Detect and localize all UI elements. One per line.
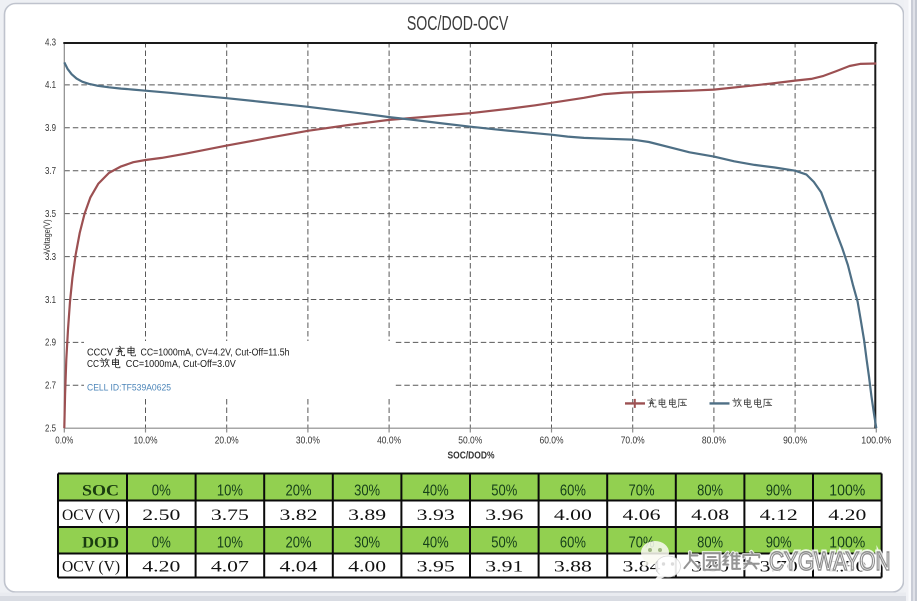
svg-text:20%: 20% bbox=[286, 535, 312, 552]
svg-text:2.5: 2.5 bbox=[45, 423, 56, 435]
svg-text:4.06: 4.06 bbox=[623, 507, 661, 524]
svg-text:3.93: 3.93 bbox=[417, 507, 455, 524]
svg-text:20.0%: 20.0% bbox=[215, 435, 239, 447]
svg-text:SOC/DOD%: SOC/DOD% bbox=[448, 450, 496, 462]
svg-text:CC=1000mA, CV=4.2V, Cut-Off=11: CC=1000mA, CV=4.2V, Cut-Off=11.5h bbox=[141, 348, 290, 359]
svg-text:30%: 30% bbox=[354, 535, 380, 552]
svg-text:100%: 100% bbox=[829, 535, 865, 552]
svg-text:OCV (V): OCV (V) bbox=[62, 559, 120, 576]
svg-text:50%: 50% bbox=[491, 483, 517, 500]
svg-text:3.88: 3.88 bbox=[554, 559, 592, 576]
svg-text:2.50: 2.50 bbox=[828, 559, 866, 576]
svg-text:60.0%: 60.0% bbox=[540, 435, 564, 447]
svg-text:3.75: 3.75 bbox=[211, 507, 249, 524]
svg-text:Voltage(V): Voltage(V) bbox=[42, 220, 53, 254]
svg-text:30.0%: 30.0% bbox=[296, 435, 320, 447]
svg-text:CYGWAYON: CYGWAYON bbox=[769, 546, 891, 576]
svg-text:10%: 10% bbox=[217, 535, 243, 552]
svg-text:100.0%: 100.0% bbox=[861, 435, 891, 447]
svg-text:3.3: 3.3 bbox=[45, 251, 56, 263]
svg-text:100%: 100% bbox=[829, 483, 865, 500]
svg-text:3.70: 3.70 bbox=[760, 559, 798, 576]
svg-text:CCCV: CCCV bbox=[87, 348, 113, 359]
svg-text:CYGWAYON: CYGWAYON bbox=[769, 546, 891, 576]
svg-text:90%: 90% bbox=[766, 483, 792, 500]
svg-text:3.96: 3.96 bbox=[485, 507, 523, 524]
svg-text:3.5: 3.5 bbox=[45, 208, 56, 220]
svg-text:4.00: 4.00 bbox=[554, 507, 592, 524]
svg-text:80%: 80% bbox=[697, 535, 723, 552]
svg-text:4.3: 4.3 bbox=[45, 36, 56, 48]
svg-text:SOC: SOC bbox=[82, 483, 119, 500]
svg-text:90%: 90% bbox=[766, 535, 792, 552]
svg-text:CC=1000mA, Cut-Off=3.0V: CC=1000mA, Cut-Off=3.0V bbox=[126, 359, 236, 370]
svg-text:2.9: 2.9 bbox=[45, 337, 56, 349]
svg-text:0%: 0% bbox=[152, 535, 171, 552]
svg-text:3.91: 3.91 bbox=[485, 559, 523, 576]
svg-text:20%: 20% bbox=[286, 483, 312, 500]
svg-text:4.20: 4.20 bbox=[828, 507, 866, 524]
svg-text:2.50: 2.50 bbox=[142, 507, 180, 524]
svg-text:3.82: 3.82 bbox=[280, 507, 318, 524]
svg-text:50%: 50% bbox=[491, 535, 517, 552]
svg-text:DOD: DOD bbox=[82, 535, 119, 552]
svg-text:90.0%: 90.0% bbox=[783, 435, 807, 447]
svg-text:0%: 0% bbox=[152, 483, 171, 500]
svg-text:80%: 80% bbox=[697, 483, 723, 500]
svg-text:3.9: 3.9 bbox=[45, 122, 56, 134]
svg-text:70%: 70% bbox=[629, 483, 655, 500]
svg-text:3.89: 3.89 bbox=[348, 507, 386, 524]
svg-text:SOC/DOD-OCV: SOC/DOD-OCV bbox=[407, 13, 509, 35]
svg-text:50.0%: 50.0% bbox=[458, 435, 482, 447]
svg-text:60%: 60% bbox=[560, 535, 586, 552]
svg-text:2.7: 2.7 bbox=[45, 380, 56, 392]
svg-text:40%: 40% bbox=[423, 535, 449, 552]
svg-text:3.7: 3.7 bbox=[45, 165, 56, 177]
svg-text:4.12: 4.12 bbox=[760, 507, 798, 524]
svg-text:40.0%: 40.0% bbox=[377, 435, 401, 447]
svg-text:70.0%: 70.0% bbox=[621, 435, 645, 447]
svg-text:4.1: 4.1 bbox=[45, 79, 56, 91]
svg-text:OCV (V): OCV (V) bbox=[62, 507, 120, 524]
svg-text:30%: 30% bbox=[354, 483, 380, 500]
svg-text:4.08: 4.08 bbox=[691, 507, 729, 524]
svg-text:0.0%: 0.0% bbox=[55, 435, 73, 447]
svg-text:10%: 10% bbox=[217, 483, 243, 500]
svg-text:4.07: 4.07 bbox=[211, 559, 249, 576]
svg-text:CC: CC bbox=[87, 359, 99, 370]
svg-text:10.0%: 10.0% bbox=[134, 435, 158, 447]
svg-text:80.0%: 80.0% bbox=[702, 435, 726, 447]
svg-text:4.04: 4.04 bbox=[280, 559, 318, 576]
svg-text:3.1: 3.1 bbox=[45, 294, 56, 306]
svg-text:CELL ID:TF539A0625: CELL ID:TF539A0625 bbox=[87, 383, 171, 393]
svg-text:3.95: 3.95 bbox=[417, 559, 455, 576]
svg-text:4.20: 4.20 bbox=[142, 559, 180, 576]
svg-text:60%: 60% bbox=[560, 483, 586, 500]
svg-text:40%: 40% bbox=[423, 483, 449, 500]
svg-text:4.00: 4.00 bbox=[348, 559, 386, 576]
